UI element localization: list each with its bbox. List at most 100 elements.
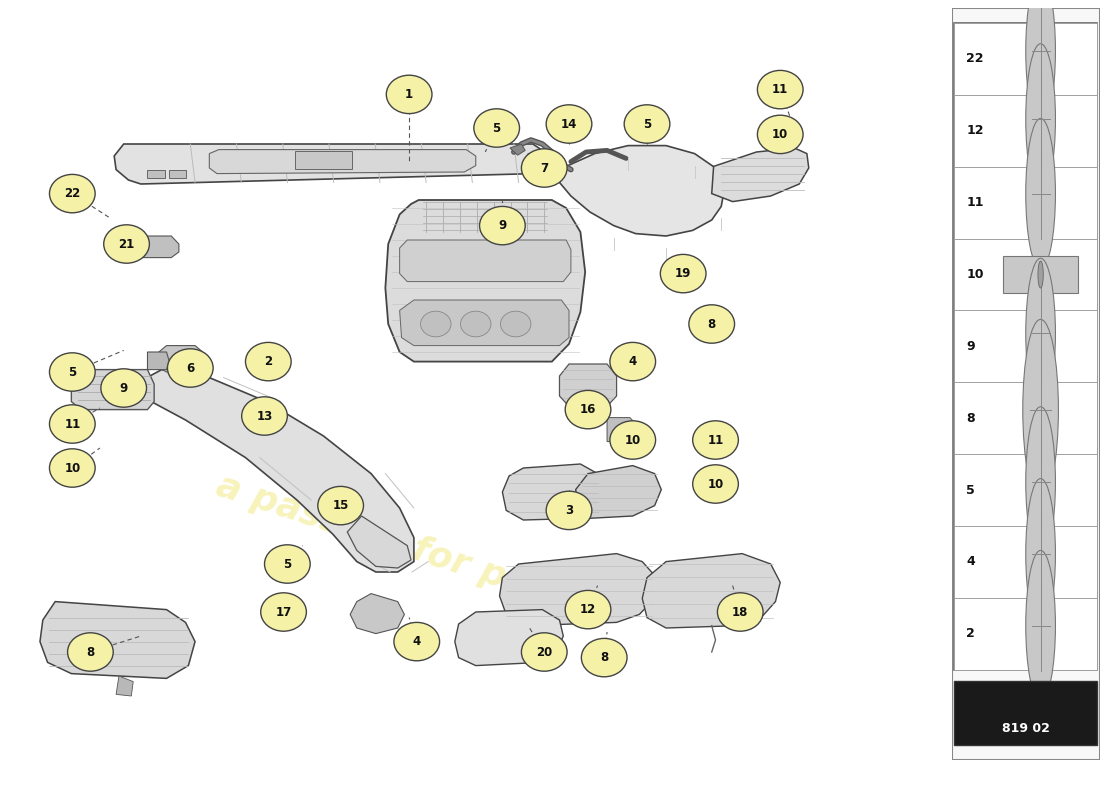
Polygon shape [560, 364, 617, 406]
Circle shape [565, 390, 610, 429]
Text: 12: 12 [580, 603, 596, 616]
Circle shape [521, 149, 568, 187]
Bar [955, 598, 1097, 670]
Text: 10: 10 [707, 478, 724, 490]
Polygon shape [528, 154, 563, 174]
Bar [1036, 551, 1045, 578]
Circle shape [1038, 261, 1043, 288]
Circle shape [693, 421, 738, 459]
Bar [955, 454, 1097, 526]
Circle shape [394, 622, 440, 661]
Bar [955, 238, 1097, 310]
Circle shape [1025, 406, 1055, 557]
Bar [1036, 48, 1045, 75]
Circle shape [1025, 478, 1055, 629]
Polygon shape [114, 144, 550, 184]
Circle shape [420, 311, 451, 337]
Text: 10: 10 [772, 128, 789, 141]
Polygon shape [350, 594, 405, 634]
Bar [295, 151, 352, 169]
Text: 17: 17 [275, 606, 292, 618]
Circle shape [717, 593, 763, 631]
Bar [1036, 623, 1045, 650]
Polygon shape [143, 236, 179, 258]
Bar [1036, 115, 1045, 154]
Text: 4: 4 [412, 635, 421, 648]
Polygon shape [157, 346, 205, 372]
Circle shape [1025, 258, 1055, 409]
Text: 9: 9 [120, 382, 128, 394]
Circle shape [1025, 0, 1055, 126]
Bar [955, 166, 1097, 238]
Text: 9: 9 [967, 340, 975, 353]
Circle shape [609, 342, 656, 381]
Text: 4: 4 [967, 555, 975, 569]
Text: 19: 19 [675, 267, 692, 280]
Text: 819 02: 819 02 [1002, 722, 1049, 735]
Text: 10: 10 [967, 268, 983, 281]
Text: 10: 10 [625, 434, 641, 446]
Text: 8: 8 [967, 412, 975, 425]
Text: 7: 7 [540, 162, 548, 174]
Bar [955, 382, 1097, 454]
Bar [955, 526, 1097, 598]
Text: 15: 15 [332, 499, 349, 512]
Circle shape [565, 590, 610, 629]
Polygon shape [712, 148, 808, 202]
Circle shape [50, 449, 95, 487]
Polygon shape [399, 240, 571, 282]
Text: 6: 6 [186, 362, 195, 374]
Text: 8: 8 [707, 318, 716, 330]
Circle shape [103, 225, 150, 263]
Circle shape [547, 105, 592, 143]
Polygon shape [40, 602, 195, 678]
Circle shape [101, 369, 146, 407]
Text: 4: 4 [628, 355, 637, 368]
Text: 21: 21 [119, 238, 134, 250]
Polygon shape [117, 676, 133, 696]
Circle shape [242, 397, 287, 435]
Circle shape [521, 633, 568, 671]
Polygon shape [560, 146, 725, 236]
Polygon shape [499, 554, 657, 626]
Text: 5: 5 [68, 366, 76, 378]
Text: 1: 1 [405, 88, 414, 101]
Circle shape [474, 109, 519, 147]
Circle shape [500, 311, 531, 337]
Text: 8: 8 [86, 646, 95, 658]
Bar [955, 23, 1097, 670]
Circle shape [245, 342, 292, 381]
Circle shape [318, 486, 363, 525]
Text: 3: 3 [565, 504, 573, 517]
Text: 14: 14 [561, 118, 578, 130]
Circle shape [660, 254, 706, 293]
Bar [1003, 256, 1078, 294]
Polygon shape [135, 370, 414, 572]
Circle shape [609, 421, 656, 459]
Text: 5: 5 [642, 118, 651, 130]
Text: 11: 11 [707, 434, 724, 446]
Bar [1036, 406, 1045, 435]
Text: 20: 20 [536, 646, 552, 658]
Text: 2: 2 [967, 627, 975, 640]
Circle shape [1025, 44, 1055, 194]
Polygon shape [575, 466, 661, 518]
Polygon shape [348, 516, 411, 568]
Text: 5: 5 [967, 484, 975, 497]
Text: 13: 13 [256, 410, 273, 422]
Polygon shape [642, 554, 780, 628]
Circle shape [1023, 319, 1058, 500]
Circle shape [547, 491, 592, 530]
Text: 5: 5 [283, 558, 292, 570]
Circle shape [461, 311, 491, 337]
Bar [1036, 329, 1045, 372]
Polygon shape [385, 200, 585, 362]
Polygon shape [209, 150, 475, 174]
Polygon shape [147, 352, 169, 370]
Text: 12: 12 [967, 124, 983, 138]
Text: 10: 10 [64, 462, 80, 474]
Circle shape [624, 105, 670, 143]
Circle shape [1025, 118, 1055, 269]
Circle shape [386, 75, 432, 114]
Text: 16: 16 [580, 403, 596, 416]
